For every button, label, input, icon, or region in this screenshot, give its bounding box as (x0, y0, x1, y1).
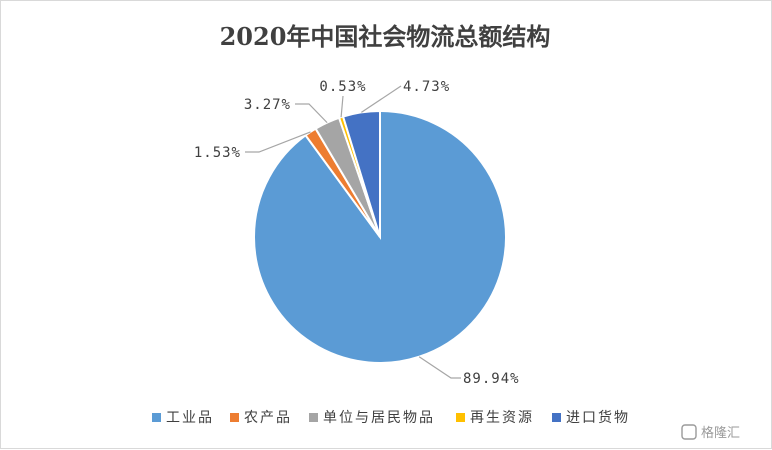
legend-label-3: 单位与居民物品 (323, 410, 435, 426)
legend-swatch-3 (309, 413, 318, 422)
data-label-1: 89.94% (463, 371, 520, 387)
pie-slice-5 (341, 109, 381, 238)
watermark-text: 格隆汇 (701, 425, 740, 441)
data-label-2: 1.53% (194, 145, 241, 161)
legend-label-5: 进口货物 (566, 409, 630, 426)
legend-swatch-1 (152, 413, 161, 422)
data-label-5: 4.73% (403, 79, 450, 95)
legend-label-2: 农产品 (244, 410, 292, 426)
leader-line-1 (418, 356, 461, 379)
pie-slices (253, 109, 507, 364)
data-label-3: 3.27% (244, 97, 291, 113)
leader-line-2 (245, 131, 311, 153)
legend-swatch-2 (230, 413, 239, 422)
watermark-logo-icon (681, 424, 697, 440)
watermark: 格隆汇 (681, 424, 740, 441)
legend-swatch-4 (456, 413, 465, 422)
data-labels: 89.94% 1.53% 3.27% 0.53% 4.73% (194, 79, 520, 387)
leader-line-5 (361, 85, 402, 113)
legend-label-4: 再生资源 (470, 410, 534, 426)
legend-label-1: 工业品 (166, 410, 214, 426)
leader-line-4 (340, 95, 344, 118)
legend: 工业品 农产品 单位与居民物品 再生资源 进口货物 (152, 409, 630, 426)
leader-line-3 (295, 103, 328, 124)
leader-lines (245, 85, 461, 379)
chart-title: 2020年中国社会物流总额结构 (220, 22, 551, 51)
data-label-4: 0.53% (319, 79, 366, 95)
legend-swatch-5 (552, 413, 561, 422)
